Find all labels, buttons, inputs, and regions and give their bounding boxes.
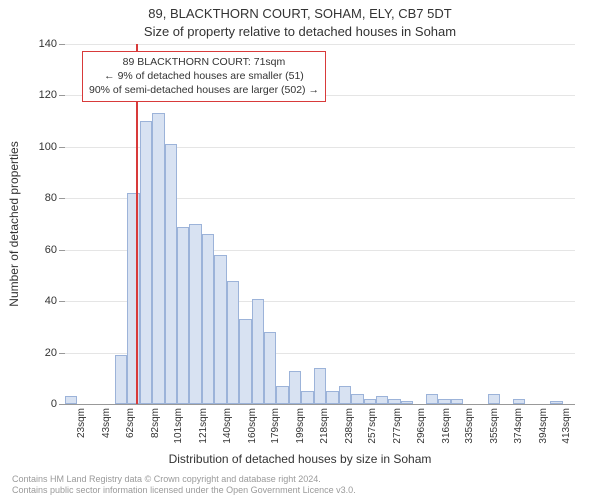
- y-tick-label: 80: [45, 192, 57, 204]
- histogram-bar: [488, 394, 500, 404]
- y-tick: [59, 301, 65, 302]
- y-tick: [59, 250, 65, 251]
- x-tick-label: 121sqm: [198, 408, 209, 444]
- histogram-bar: [276, 386, 288, 404]
- histogram-bar: [314, 368, 326, 404]
- histogram-bar: [227, 281, 239, 404]
- histogram-bar: [189, 224, 201, 404]
- histogram-bar: [165, 144, 177, 404]
- annotation-line-2: ← 9% of detached houses are smaller (51): [89, 69, 319, 83]
- histogram-bar: [401, 401, 413, 404]
- x-tick-label: 413sqm: [561, 408, 572, 444]
- histogram-bar: [426, 394, 438, 404]
- x-tick-label: 101sqm: [173, 408, 184, 444]
- x-tick-label: 277sqm: [392, 408, 403, 444]
- x-tick-label: 374sqm: [513, 408, 524, 444]
- histogram-bar: [301, 391, 313, 404]
- x-tick-label: 43sqm: [101, 408, 112, 438]
- x-tick-label: 238sqm: [344, 408, 355, 444]
- x-tick-label: 394sqm: [538, 408, 549, 444]
- footer-line-2: Contains public sector information licen…: [12, 485, 356, 496]
- y-tick-label: 40: [45, 295, 57, 307]
- chart-title-sub: Size of property relative to detached ho…: [0, 24, 600, 39]
- x-tick-label: 82sqm: [150, 408, 161, 438]
- x-tick-label: 160sqm: [247, 408, 258, 444]
- y-tick: [59, 353, 65, 354]
- histogram-bar: [364, 399, 376, 404]
- y-tick-label: 140: [39, 38, 57, 50]
- x-tick-label: 199sqm: [295, 408, 306, 444]
- histogram-bar: [289, 371, 301, 404]
- annotation-line-3: 90% of semi-detached houses are larger (…: [89, 83, 319, 97]
- y-tick-label: 0: [51, 398, 57, 410]
- histogram-bar: [214, 255, 226, 404]
- chart-title-main: 89, BLACKTHORN COURT, SOHAM, ELY, CB7 5D…: [0, 6, 600, 21]
- histogram-bar: [388, 399, 400, 404]
- footer-attribution: Contains HM Land Registry data © Crown c…: [12, 474, 356, 497]
- histogram-bar: [326, 391, 338, 404]
- chart-container: 89, BLACKTHORN COURT, SOHAM, ELY, CB7 5D…: [0, 0, 600, 500]
- x-tick-label: 335sqm: [464, 408, 475, 444]
- y-tick-label: 20: [45, 347, 57, 359]
- histogram-bar: [451, 399, 463, 404]
- x-tick-label: 179sqm: [270, 408, 281, 444]
- y-tick: [59, 95, 65, 96]
- grid-line: [65, 44, 575, 45]
- y-tick: [59, 44, 65, 45]
- y-tick: [59, 404, 65, 405]
- histogram-bar: [351, 394, 363, 404]
- x-axis-label: Distribution of detached houses by size …: [0, 452, 600, 466]
- annotation-line-1: 89 BLACKTHORN COURT: 71sqm: [89, 55, 319, 69]
- histogram-bar: [438, 399, 450, 404]
- histogram-bar: [550, 401, 562, 404]
- histogram-bar: [140, 121, 152, 404]
- x-tick-label: 355sqm: [489, 408, 500, 444]
- x-tick-label: 140sqm: [222, 408, 233, 444]
- x-tick-label: 62sqm: [125, 408, 136, 438]
- footer-line-1: Contains HM Land Registry data © Crown c…: [12, 474, 356, 485]
- histogram-bar: [252, 299, 264, 404]
- histogram-bar: [239, 319, 251, 404]
- histogram-bar: [339, 386, 351, 404]
- histogram-bar: [202, 234, 214, 404]
- x-tick-label: 316sqm: [441, 408, 452, 444]
- marker-annotation: 89 BLACKTHORN COURT: 71sqm ← 9% of detac…: [82, 51, 326, 102]
- histogram-bar: [513, 399, 525, 404]
- y-tick-label: 100: [39, 141, 57, 153]
- histogram-bar: [152, 113, 164, 404]
- histogram-bar: [65, 396, 77, 404]
- x-tick-label: 23sqm: [76, 408, 87, 438]
- histogram-bar: [376, 396, 388, 404]
- x-tick-label: 218sqm: [319, 408, 330, 444]
- y-tick: [59, 147, 65, 148]
- y-axis-label: Number of detached properties: [7, 141, 21, 306]
- histogram-bar: [115, 355, 127, 404]
- histogram-bar: [177, 227, 189, 404]
- histogram-bar: [264, 332, 276, 404]
- x-tick-label: 257sqm: [367, 408, 378, 444]
- y-tick-label: 120: [39, 89, 57, 101]
- y-tick-label: 60: [45, 244, 57, 256]
- x-tick-label: 296sqm: [416, 408, 427, 444]
- y-tick: [59, 198, 65, 199]
